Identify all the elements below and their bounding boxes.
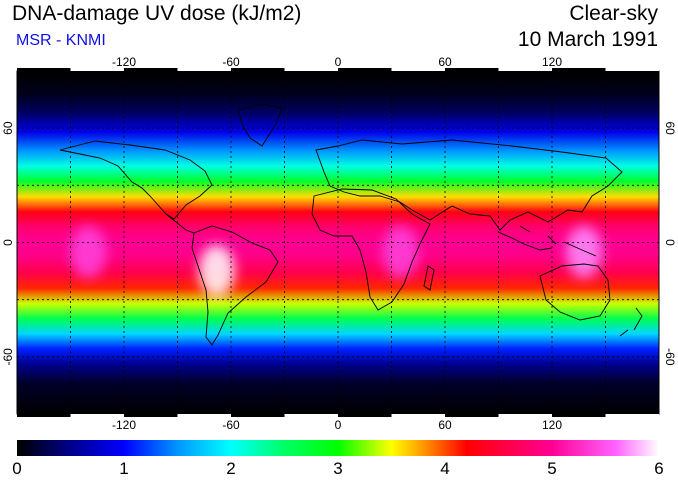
frame-bar-top [70,68,124,71]
coast-north-america [59,140,213,220]
coast-south-america [191,225,279,346]
coast-madagascar [423,265,435,291]
lon-tick-label-bottom: -60 [222,418,240,432]
frame-bar-top [605,68,659,71]
hotspot-andes [198,245,235,298]
lon-tick-label-bottom: 60 [438,418,452,432]
axis-tick-labels: -120 -120 -60 -60 0 0 60 60 120 120 60 60 0 0 -60 -60 [1,55,677,432]
frame-bar-top [391,68,445,71]
lat-tick-label-right: 60 [663,121,677,135]
frame-bar-bottom [124,414,178,417]
chart-title: DNA-damage UV dose (kJ/m2) [12,2,302,25]
lat-tick-label-left: 0 [1,239,15,246]
frame-bar-top [445,68,499,71]
coast-new-zealand [619,307,643,337]
colorbar-tick-label: 6 [654,459,663,478]
frame-bar-bottom [177,414,231,417]
frame-bar-bottom [338,414,392,417]
colorbar-tick-labels: 0 1 2 3 4 5 6 [12,459,663,478]
frame-bar-bottom [605,414,659,417]
colorbar-tick-label: 5 [547,459,556,478]
coast-central-america [165,213,195,234]
colorbar-tick-label: 0 [12,459,21,478]
frame-bar-bottom [552,414,606,417]
coast-indonesia [497,225,597,257]
coast-africa [311,188,431,311]
hotspot-maritime-continent [566,226,603,279]
lon-tick-label-top: 0 [335,55,342,69]
lon-tick-label-bottom: 0 [335,418,342,432]
colorbar-tick-label: 3 [333,459,342,478]
frame-bar-top [284,68,338,71]
lon-tick-label-top: -120 [112,55,136,69]
frame-bar-bottom [284,414,338,417]
frame-bar-bottom [231,414,285,417]
frame-bar-bottom [445,414,499,417]
frame-bar-bottom [70,414,124,417]
coast-greenland [237,103,283,147]
lat-tick-label-right: -60 [663,348,677,366]
frame-bar-top [552,68,606,71]
date-label: 10 March 1991 [517,28,658,51]
lon-tick-label-bottom: 120 [542,418,562,432]
frame-bar-top [17,68,71,71]
graticule [17,71,659,414]
frame-bar-top [338,68,392,71]
frame-bar-bottom [17,414,71,417]
lat-tick-label-right: 0 [663,239,677,246]
lon-tick-label-top: -60 [222,55,240,69]
frame-bar-top [231,68,285,71]
colorbar: 0 1 2 3 4 5 6 [12,440,664,478]
lon-tick-label-top: 60 [438,55,452,69]
data-source-label: MSR - KNMI [16,32,106,49]
colorbar-tick-label: 4 [440,459,449,478]
lon-tick-label-bottom: -120 [112,418,136,432]
hotspot-east-africa [382,226,419,279]
lat-tick-label-left: 60 [1,121,15,135]
frame-bar-top [177,68,231,71]
coast-europe-asia [315,139,623,231]
frame-bar-top [498,68,552,71]
frame-bar-bottom [498,414,552,417]
colorbar-tick-label: 2 [226,459,235,478]
colorbar-tick-label: 1 [119,459,128,478]
frame-ticks [17,68,659,417]
coastlines [59,103,643,346]
map-area [16,68,660,417]
hotspot-central-pacific [70,226,107,279]
frame-bar-bottom [391,414,445,417]
sky-condition-label: Clear-sky [569,2,658,25]
coast-australia [539,263,611,321]
colorbar-gradient [17,440,659,456]
lat-tick-label-left: -60 [1,348,15,366]
lon-tick-label-top: 120 [542,55,562,69]
frame-bar-top [124,68,178,71]
